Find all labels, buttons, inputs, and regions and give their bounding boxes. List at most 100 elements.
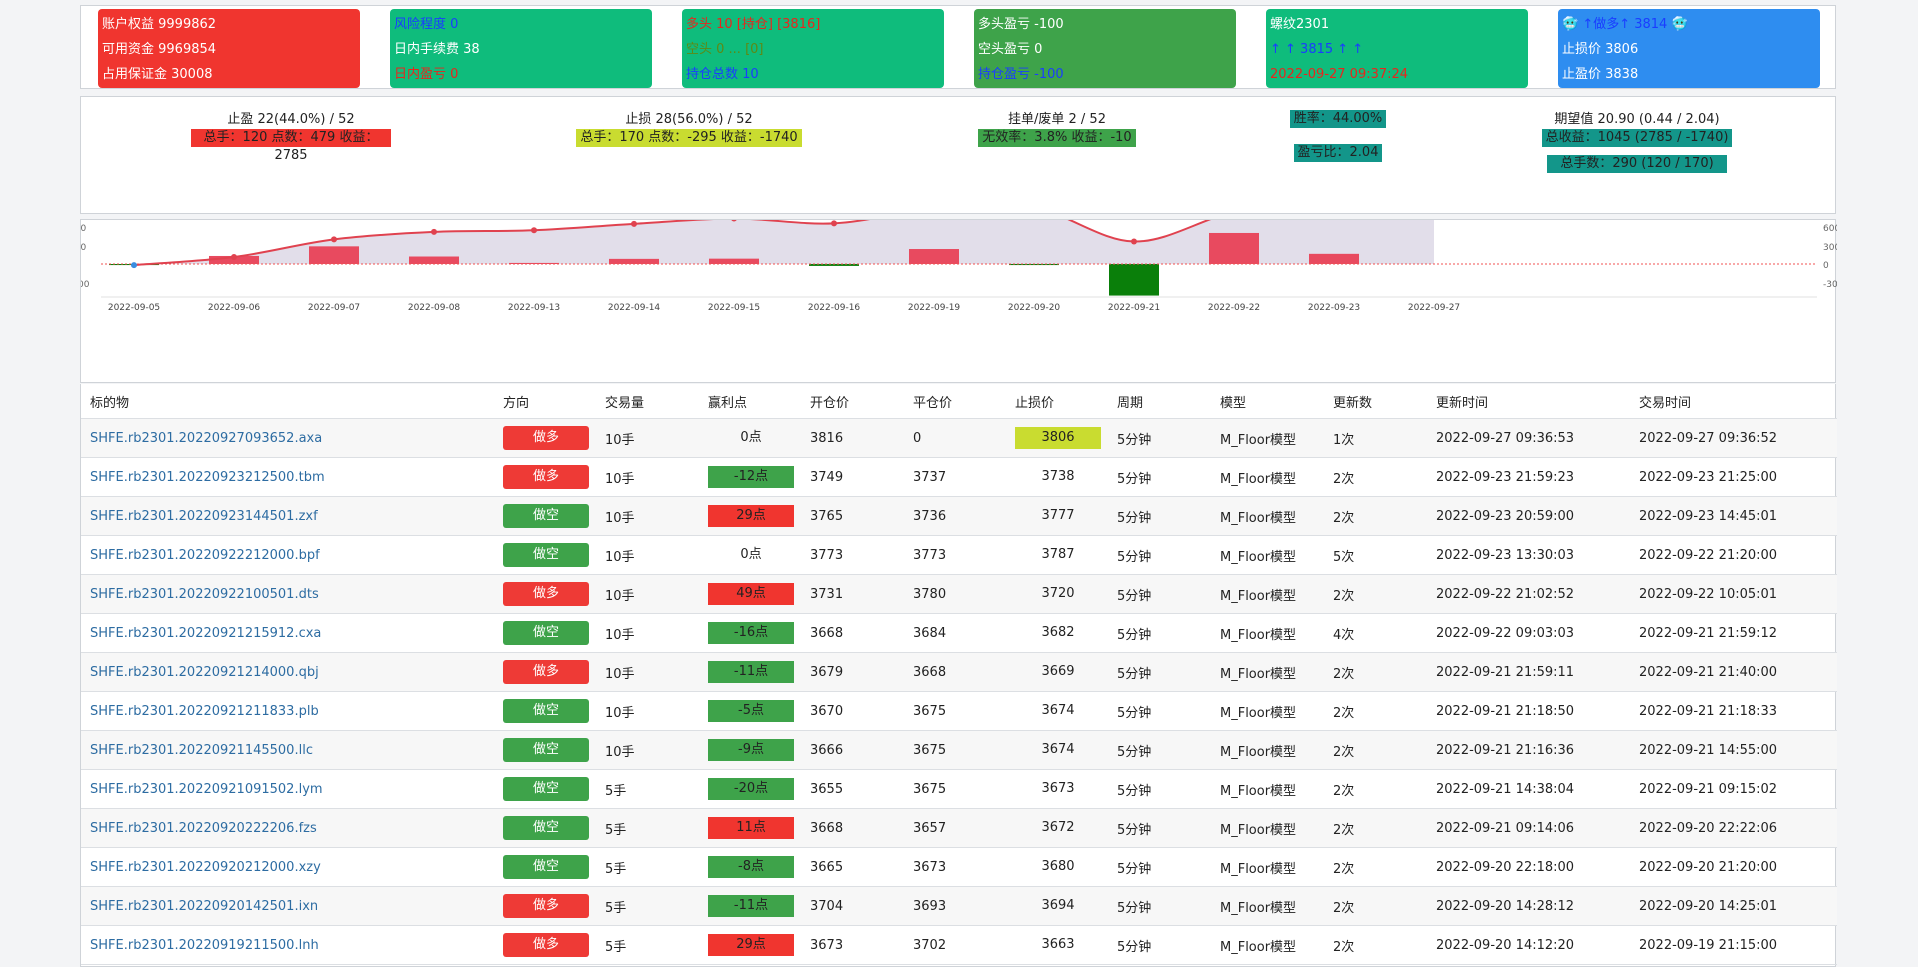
- table-row[interactable]: SHFE.rb2301.20220923144501.zxf 做空 10手 29点 37…: [81, 496, 1837, 536]
- table-cell: 做空: [494, 808, 596, 848]
- symbol-link[interactable]: SHFE.rb2301.20220921145500.llc: [90, 742, 313, 758]
- close-price: 3702: [913, 937, 947, 953]
- x-tick-label: 2022-09-05: [108, 303, 160, 313]
- table-cell: 3673: [801, 925, 904, 965]
- table-cell: 3672: [1006, 808, 1108, 848]
- table-row[interactable]: SHFE.rb2301.20220921215912.cxa 做空 10手 -16点 3…: [81, 613, 1837, 653]
- table-row[interactable]: SHFE.rb2301.20220920222206.fzs 做空 5手 11点 366…: [81, 808, 1837, 848]
- table-cell: 5分钟: [1108, 496, 1211, 536]
- table-row[interactable]: SHFE.rb2301.20220920142501.ixn 做多 5手 -11点 37…: [81, 886, 1837, 926]
- plratio-badge: 盈亏比：2.04: [1293, 144, 1383, 162]
- update-time: 2022-09-22 21:02:52: [1436, 586, 1575, 602]
- table-cell: 2022-09-27 09:36:52: [1630, 418, 1837, 458]
- table-cell: -9点: [699, 730, 801, 770]
- table-cell: 2022-09-22 21:20:00: [1630, 535, 1837, 575]
- quantity: 10手: [605, 666, 635, 682]
- symbol-link[interactable]: SHFE.rb2301.20220922212000.bpf: [90, 547, 320, 563]
- table-row[interactable]: SHFE.rb2301.20220919211500.lnh 做多 5手 29点 367…: [81, 925, 1837, 965]
- direction-badge: 做多: [503, 660, 589, 684]
- table-cell: 3675: [904, 769, 1006, 809]
- update-count: 1次: [1333, 432, 1355, 448]
- symbol-link[interactable]: SHFE.rb2301.20220927093652.axa: [90, 430, 323, 446]
- quantity: 5手: [605, 861, 627, 877]
- table-row[interactable]: SHFE.rb2301.20220923212500.tbm 做多 10手 -12点 3…: [81, 457, 1837, 497]
- table-row[interactable]: SHFE.rb2301.20220922100501.dts 做多 10手 49点 37…: [81, 574, 1837, 614]
- table-cell: 3731: [801, 574, 904, 614]
- update-count: 2次: [1333, 705, 1355, 721]
- symbol-link[interactable]: SHFE.rb2301.20220920222206.fzs: [90, 820, 317, 836]
- table-cell: 2022-09-22 10:05:01: [1630, 574, 1837, 614]
- update-time: 2022-09-21 21:18:50: [1436, 703, 1575, 719]
- period: 5分钟: [1117, 744, 1152, 760]
- table-cell: 3663: [1006, 925, 1108, 965]
- table-row[interactable]: SHFE.rb2301.20220921211833.plb 做空 10手 -5点 36…: [81, 691, 1837, 731]
- summary-card-line: ↑ ↑ 3815 ↑ ↑: [1270, 42, 1364, 57]
- table-cell: 2次: [1324, 730, 1427, 770]
- symbol-link[interactable]: SHFE.rb2301.20220920142501.ixn: [90, 898, 319, 914]
- table-cell: 5手: [596, 847, 699, 887]
- direction-badge: 做空: [503, 699, 589, 723]
- summary-card-line: 日内盈亏 0: [394, 67, 459, 82]
- table-cell: 2022-09-20 22:18:00: [1427, 847, 1630, 887]
- left-axis-tick: -300: [81, 280, 90, 290]
- table-row[interactable]: SHFE.rb2301.20220927093652.axa 做多 10手 0点 381…: [81, 418, 1837, 458]
- trade-time: 2022-09-23 14:45:01: [1639, 508, 1778, 524]
- symbol-link[interactable]: SHFE.rb2301.20220921091502.lym: [90, 781, 323, 797]
- table-cell: 2次: [1324, 691, 1427, 731]
- table-row[interactable]: SHFE.rb2301.20220920212000.xzy 做空 5手 -8点 366…: [81, 847, 1837, 887]
- symbol-link[interactable]: SHFE.rb2301.20220923212500.tbm: [90, 469, 325, 485]
- update-time: 2022-09-20 22:18:00: [1436, 859, 1575, 875]
- pnl-bar: [509, 262, 559, 264]
- column-header: 开仓价: [801, 384, 904, 419]
- table-cell: 做多: [494, 925, 596, 965]
- update-time: 2022-09-21 21:59:11: [1436, 664, 1575, 680]
- trade-time: 2022-09-23 21:25:00: [1639, 469, 1778, 485]
- symbol-link[interactable]: SHFE.rb2301.20220921215912.cxa: [90, 625, 322, 641]
- quantity: 10手: [605, 705, 635, 721]
- table-cell: 2022-09-21 21:18:33: [1630, 691, 1837, 731]
- table-cell: -11点: [699, 886, 801, 926]
- table-body: SHFE.rb2301.20220927093652.axa 做多 10手 0点 381…: [81, 418, 1837, 965]
- period: 5分钟: [1117, 705, 1152, 721]
- trades-table-panel: 标的物 方向 交易量 赢利点 开仓价 平仓价 止损价 周期 模型 更新数 更新时间 交易时间 SHFE…: [80, 384, 1837, 967]
- table-header-row: 标的物 方向 交易量 赢利点 开仓价 平仓价 止损价 周期 模型 更新数 更新时间 交易时间: [81, 384, 1837, 419]
- profit-points: -16点: [708, 622, 794, 644]
- expectation-title: 期望值 20.90 (0.44 / 2.04): [1554, 112, 1720, 127]
- column-header: 方向: [494, 384, 596, 419]
- table-cell: 5分钟: [1108, 535, 1211, 575]
- table-cell: 3682: [1006, 613, 1108, 653]
- close-price: 3684: [913, 625, 947, 641]
- stop-price: 3673: [1041, 781, 1075, 796]
- direction-badge: 做多: [503, 465, 589, 489]
- stop-price: 3738: [1041, 469, 1075, 484]
- pending-stat: 挂单/废单 2 / 52 无效率：3.8% 收益：-10: [957, 110, 1157, 147]
- table-cell: 2022-09-20 14:25:01: [1630, 886, 1837, 926]
- right-axis-tick: 600: [1823, 224, 1837, 234]
- table-row[interactable]: SHFE.rb2301.20220921091502.lym 做空 5手 -20点 36…: [81, 769, 1837, 809]
- symbol-link[interactable]: SHFE.rb2301.20220919211500.lnh: [90, 937, 319, 953]
- table-cell: 做空: [494, 535, 596, 575]
- symbol-link[interactable]: SHFE.rb2301.20220921211833.plb: [90, 703, 319, 719]
- symbol-link[interactable]: SHFE.rb2301.20220923144501.zxf: [90, 508, 318, 524]
- table-row[interactable]: SHFE.rb2301.20220921145500.llc 做空 10手 -9点 36…: [81, 730, 1837, 770]
- table-row[interactable]: SHFE.rb2301.20220921214000.qbj 做多 10手 -11点 3…: [81, 652, 1837, 692]
- symbol-link[interactable]: SHFE.rb2301.20220922100501.dts: [90, 586, 319, 602]
- direction-badge: 做多: [503, 582, 589, 606]
- pnl-chart-panel: 9006003000-3009006003000-3002022-09-0520…: [80, 219, 1837, 383]
- symbol-link[interactable]: SHFE.rb2301.20220921214000.qbj: [90, 664, 319, 680]
- account-summary-panel: 账户权益 9999862 可用资金 9969854 占用保证金 30008 风险程度 …: [80, 5, 1836, 89]
- table-cell: 3749: [801, 457, 904, 497]
- table-cell: 2022-09-21 14:38:04: [1427, 769, 1630, 809]
- table-cell: 3765: [801, 496, 904, 536]
- statistics-panel: 止盈 22(44.0%) / 52 总手：120 点数：479 收益：2785 …: [80, 96, 1836, 214]
- symbol-link[interactable]: SHFE.rb2301.20220920212000.xzy: [90, 859, 321, 875]
- table-cell: 做空: [494, 847, 596, 887]
- table-cell: SHFE.rb2301.20220922100501.dts: [81, 574, 494, 614]
- summary-card: 🥶 ↑做多↑ 3814 🥶 止损价 3806 止盈价 3838: [1558, 9, 1820, 88]
- column-header: 更新时间: [1427, 384, 1630, 419]
- stoploss-badge: 总手：170 点数：-295 收益：-1740: [576, 129, 802, 147]
- table-row[interactable]: SHFE.rb2301.20220922212000.bpf 做空 10手 0点 377…: [81, 535, 1837, 575]
- close-price: 3693: [913, 898, 947, 914]
- open-price: 3668: [810, 625, 844, 641]
- table-cell: 0: [904, 418, 1006, 458]
